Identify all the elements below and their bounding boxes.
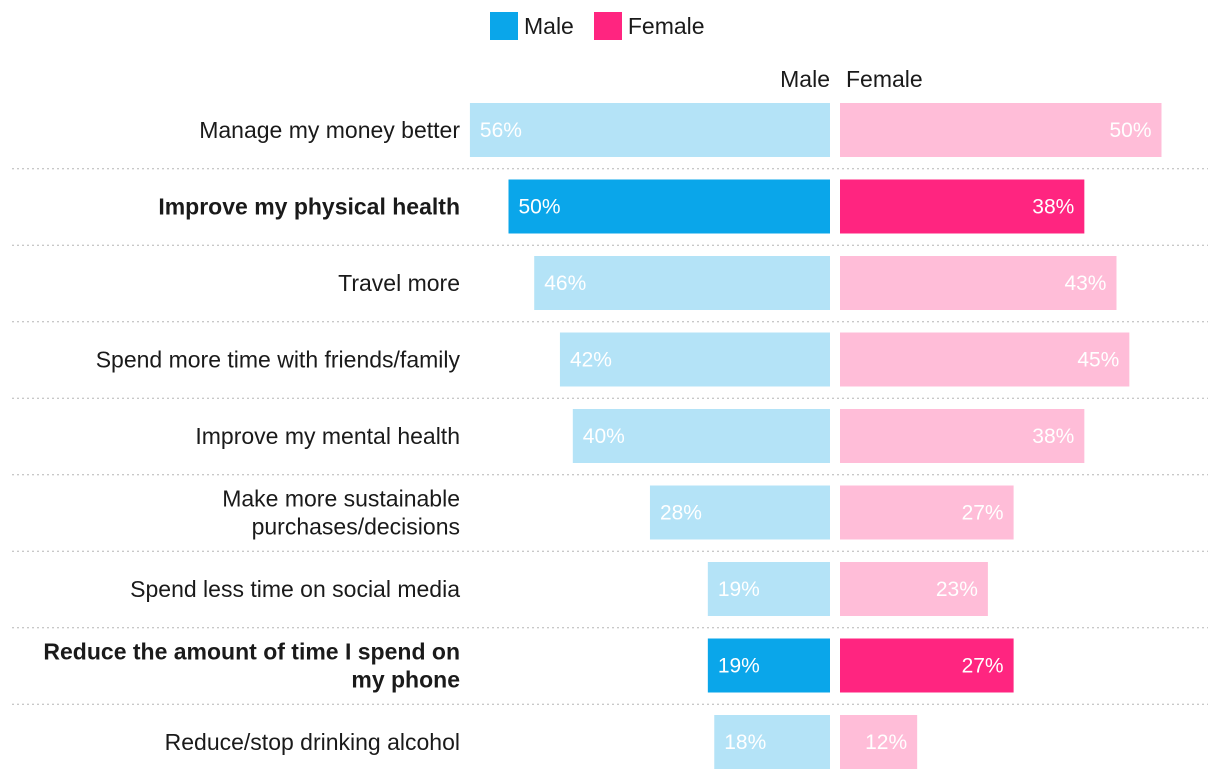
bar-female [840,332,1130,387]
bar-male [559,332,830,387]
value-label-female: 45% [1077,349,1119,372]
value-label-female: 23% [936,578,978,601]
bar-male [714,715,830,769]
value-label-female: 43% [1064,272,1106,295]
legend-label-female: Female [627,12,705,39]
legend-item-male: Male [490,12,574,40]
bar-female [840,409,1085,463]
value-label-male: 19% [718,578,760,601]
bar-male [508,179,830,234]
bar-female [840,179,1085,234]
legend: Male Female [490,10,725,42]
bar-male [572,409,830,463]
legend-item-female: Female [593,12,705,40]
bar-male [469,103,830,157]
value-label-male: 46% [544,272,586,295]
bar-male [707,638,830,693]
category-label: Spend less time on social media [130,576,460,602]
bar-female [840,715,918,769]
category-label: Reduce/stop drinking alcohol [165,729,460,755]
category-label: Travel more [338,270,460,296]
column-header-female: Female [846,66,923,92]
bar-male [649,485,830,540]
legend-label-male: Male [524,12,574,39]
category-label: Improve my physical health [158,194,460,220]
category-label: Spend more time with friends/family [96,347,461,373]
value-label-female: 12% [865,731,907,754]
bar-female [840,562,988,616]
category-label: Manage my money better [199,117,460,143]
value-label-female: 38% [1032,196,1074,219]
category-label: Reduce the amount of time I spend on my p… [43,639,460,693]
bar-male [534,256,830,310]
value-label-male: 18% [724,731,766,754]
value-label-female: 27% [962,502,1004,525]
value-label-male: 19% [718,655,760,678]
legend-swatch-female [593,12,622,40]
category-label: Improve my mental health [195,423,460,449]
category-label: Make more sustainable purchases/decisions [222,486,460,540]
bar-female [840,103,1162,157]
value-label-male: 42% [570,349,612,372]
column-header-male: Male [780,66,830,92]
legend-swatch-male [490,12,518,40]
value-label-female: 50% [1109,119,1151,142]
bar-female [840,485,1014,540]
bar-female [840,256,1117,310]
value-label-male: 56% [480,119,522,142]
value-label-male: 50% [519,196,561,219]
bar-male [707,562,830,616]
value-label-male: 40% [583,425,625,448]
value-label-male: 28% [660,502,702,525]
bar-female [840,638,1014,693]
value-label-female: 38% [1032,425,1074,448]
value-label-female: 27% [962,655,1004,678]
